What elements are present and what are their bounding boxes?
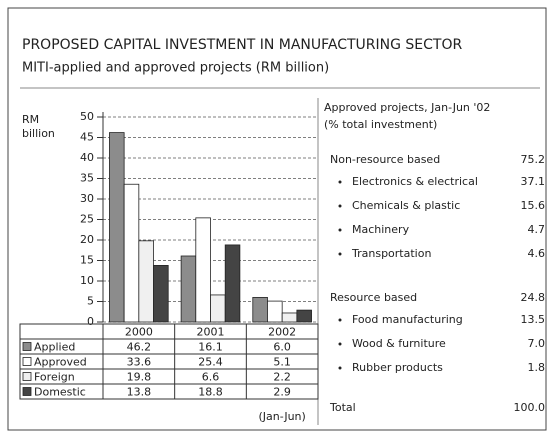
x-tick-label: 2002 <box>268 326 296 339</box>
item-name: Chemicals & plastic <box>352 199 460 212</box>
bullet <box>338 366 342 370</box>
group-value: 24.8 <box>521 291 546 304</box>
bullet <box>338 180 342 184</box>
y-tick-label: 45 <box>80 131 94 144</box>
table-value: 19.8 <box>127 371 152 384</box>
total-name: Total <box>329 401 356 414</box>
item-value: 7.0 <box>528 337 546 350</box>
y-axis-label: RM <box>22 113 39 126</box>
y-tick-label: 30 <box>80 192 94 205</box>
table-value: 18.8 <box>198 386 223 399</box>
y-tick-label: 5 <box>87 295 94 308</box>
legend-label: Domestic <box>34 386 86 399</box>
bullet <box>338 318 342 322</box>
item-name: Machinery <box>352 223 410 236</box>
y-tick-label: 35 <box>80 172 94 185</box>
item-value: 4.6 <box>528 247 546 260</box>
y-tick-label: 50 <box>80 110 94 123</box>
note: (Jan-Jun) <box>259 410 306 423</box>
legend-swatch <box>22 372 32 381</box>
y-tick-label: 20 <box>80 233 94 246</box>
y-axis-label: billion <box>22 127 55 140</box>
item-value: 15.6 <box>521 199 546 212</box>
bar <box>195 217 211 323</box>
group-name: Resource based <box>330 291 417 304</box>
legend-label: Applied <box>34 341 75 354</box>
bullet <box>338 252 342 256</box>
item-value: 37.1 <box>521 175 546 188</box>
bar <box>109 132 125 323</box>
item-value: 4.7 <box>528 223 546 236</box>
legend-swatch <box>22 387 32 396</box>
legend-swatch <box>22 342 32 351</box>
bar <box>153 265 169 323</box>
breakdown-title: Approved projects, Jan-Jun '02 <box>324 101 490 114</box>
bar <box>180 255 197 323</box>
total-value: 100.0 <box>514 401 546 414</box>
item-name: Transportation <box>351 247 431 260</box>
x-tick-label: 2001 <box>197 326 225 339</box>
table-value: 2.2 <box>273 371 291 384</box>
x-tick-label: 2000 <box>125 326 153 339</box>
table-value: 13.8 <box>127 386 152 399</box>
y-tick-label: 15 <box>80 254 94 267</box>
legend-swatch <box>22 357 32 366</box>
bar <box>123 183 140 323</box>
bar <box>210 294 226 323</box>
table-value: 2.9 <box>273 386 291 399</box>
y-tick-label: 40 <box>80 151 94 164</box>
bullet <box>338 342 342 346</box>
bullet <box>338 204 342 208</box>
item-value: 1.8 <box>528 361 546 374</box>
group-name: Non-resource based <box>330 153 440 166</box>
bar <box>252 296 268 323</box>
y-tick-label: 0 <box>87 315 94 328</box>
table-value: 16.1 <box>198 341 223 354</box>
item-name: Electronics & electrical <box>352 175 478 188</box>
table-value: 6.0 <box>273 341 291 354</box>
item-name: Food manufacturing <box>352 313 463 326</box>
table-value: 46.2 <box>127 341 152 354</box>
frame <box>7 7 547 431</box>
bar <box>138 240 154 323</box>
y-tick-label: 10 <box>80 274 94 287</box>
legend-label: Approved <box>34 356 87 369</box>
table-value: 6.6 <box>202 371 220 384</box>
item-value: 13.5 <box>521 313 546 326</box>
table-value: 25.4 <box>198 356 223 369</box>
chart-subtitle: MITI-applied and approved projects (RM b… <box>22 61 329 76</box>
bar <box>267 300 283 323</box>
bar <box>281 312 298 323</box>
table-value: 33.6 <box>127 356 152 369</box>
chart-title: PROPOSED CAPITAL INVESTMENT IN MANUFACTU… <box>22 37 463 53</box>
item-name: Wood & furniture <box>352 337 446 350</box>
item-name: Rubber products <box>352 361 443 374</box>
bar <box>224 244 241 323</box>
breakdown-subtitle: (% total investment) <box>324 118 437 131</box>
table-value: 5.1 <box>273 356 291 369</box>
legend-label: Foreign <box>34 371 75 384</box>
bar <box>296 309 312 323</box>
bullet <box>338 228 342 232</box>
y-tick-label: 25 <box>80 213 94 226</box>
group-value: 75.2 <box>521 153 546 166</box>
